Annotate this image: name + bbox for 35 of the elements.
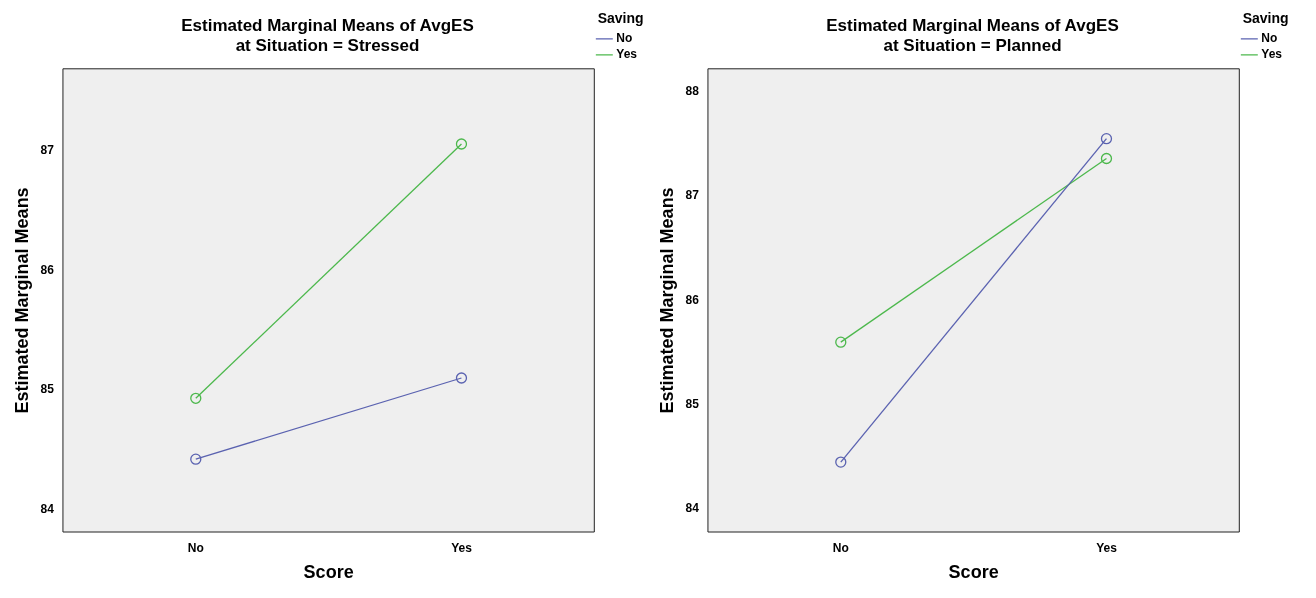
x-tick-label: No <box>832 540 849 555</box>
x-axis-title: Score <box>948 562 999 583</box>
y-tick-label: 85 <box>685 397 700 412</box>
point <box>1100 133 1113 145</box>
x-tick-label: No <box>187 540 204 555</box>
legend-label: Yes <box>1261 47 1283 62</box>
chart-title: Estimated Marginal Means of AvgES <box>181 15 474 35</box>
y-tick-label: 87 <box>40 143 55 158</box>
point <box>190 392 202 404</box>
legend-label: No <box>616 31 633 46</box>
chart-title: Estimated Marginal Means of AvgES <box>826 15 1119 35</box>
chart-subtitle: at Situation = Planned <box>883 36 1062 56</box>
y-axis-title: Estimated Marginal Means <box>11 187 32 414</box>
legend-title: Saving <box>597 9 644 26</box>
point <box>835 336 847 348</box>
chart-subtitle: at Situation = Stressed <box>235 36 420 56</box>
point <box>455 138 468 150</box>
y-tick-label: 85 <box>40 382 55 397</box>
y-tick-label: 88 <box>685 84 700 99</box>
x-axis-title: Score <box>303 562 354 583</box>
point <box>190 453 202 465</box>
y-tick-label: 86 <box>40 262 55 277</box>
legend-label: No <box>1261 31 1278 46</box>
legend-title: Saving <box>1242 9 1289 26</box>
point <box>1100 152 1113 165</box>
x-tick-label: Yes <box>451 540 473 555</box>
x-tick-label: Yes <box>1096 540 1118 555</box>
point <box>835 456 847 468</box>
point <box>455 372 468 384</box>
y-tick-label: 86 <box>685 292 700 307</box>
y-axis-title: Estimated Marginal Means <box>656 187 677 414</box>
y-tick-label: 84 <box>40 501 55 516</box>
y-tick-label: 87 <box>685 188 700 203</box>
y-tick-label: 84 <box>685 501 700 516</box>
legend-label: Yes <box>616 47 638 62</box>
